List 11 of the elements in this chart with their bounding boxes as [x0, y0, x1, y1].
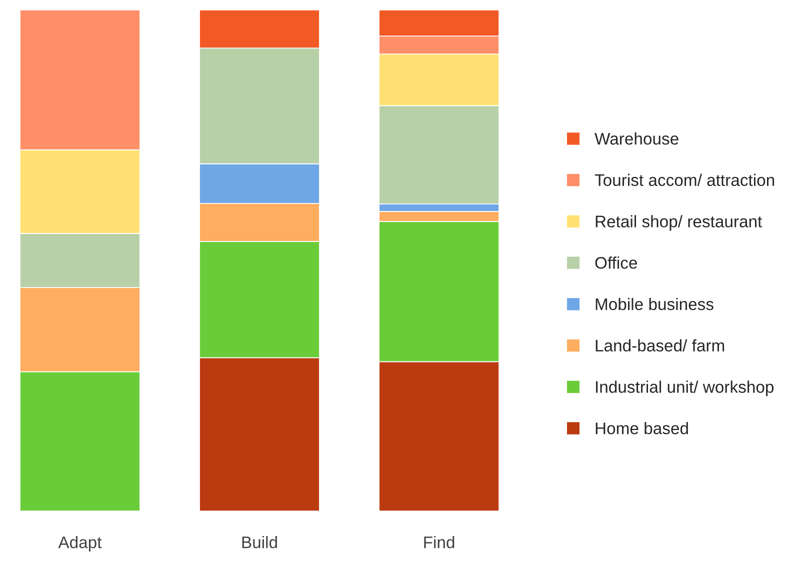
x-tick-label: Find [424, 536, 454, 548]
legend-label: Retail shop/ restaurant [596, 215, 762, 231]
legend-label: Land-based/ farm [596, 339, 724, 352]
legend-label: Tourist accom/ attraction [594, 174, 774, 186]
legend-label: Industrial unit/ workshop [596, 380, 774, 396]
legend-label: Warehouse [594, 132, 678, 145]
legend-label: Home based [596, 422, 688, 434]
legend-label: Office [595, 256, 637, 269]
x-tick-label: Adapt [58, 536, 102, 552]
legend-label: Mobile business [596, 298, 714, 310]
x-tick-label: Build [242, 536, 277, 548]
